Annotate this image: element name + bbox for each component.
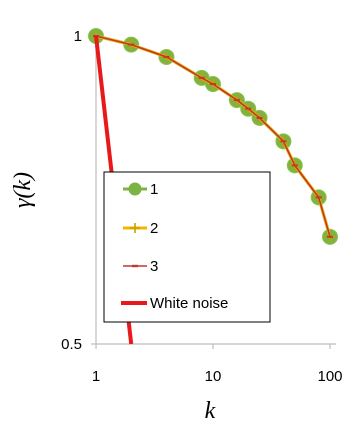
series-line <box>95 35 331 238</box>
legend-marker <box>128 182 142 196</box>
y-tick-label: 1 <box>74 28 82 45</box>
x-axis-label: k <box>205 398 216 424</box>
legend-label: 1 <box>150 181 158 198</box>
legend-label: 3 <box>150 258 158 275</box>
x-tick-label: 100 <box>317 368 342 385</box>
legend-label: 2 <box>150 220 158 237</box>
y-tick-label: 0.5 <box>61 336 82 353</box>
legend-box <box>103 171 271 323</box>
legend-label: White noise <box>150 295 228 312</box>
series-3 <box>93 35 333 238</box>
series-group <box>88 28 338 345</box>
legend-entry: 2 <box>123 220 158 237</box>
legend-marker <box>130 223 140 233</box>
x-tick-label: 10 <box>205 368 222 385</box>
legend: 1 2 3 White noise <box>103 171 271 323</box>
axis-labels: k γ(k) <box>10 172 216 424</box>
legend-entry: 1 <box>123 181 158 198</box>
x-tick-label: 1 <box>92 368 100 385</box>
y-axis-label: γ(k) <box>10 172 36 208</box>
legend-entry: White noise <box>121 295 228 312</box>
legend-entry: 3 <box>123 258 158 275</box>
